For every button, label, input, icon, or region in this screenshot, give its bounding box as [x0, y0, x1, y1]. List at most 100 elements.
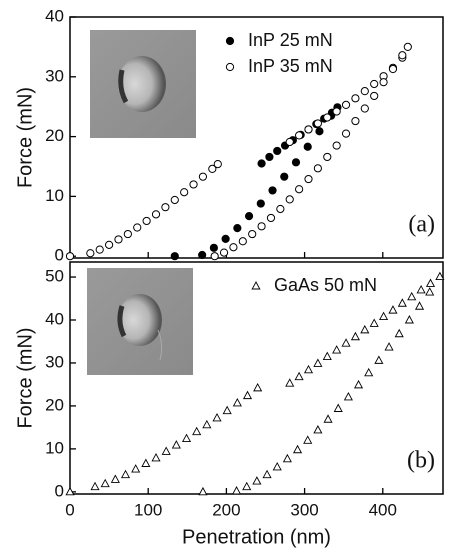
data-point	[397, 298, 407, 307]
data-point	[229, 243, 238, 252]
data-point	[291, 158, 301, 167]
data-point	[212, 413, 222, 422]
data-point	[151, 210, 161, 219]
data-point	[272, 461, 282, 471]
legend-label: InP 25 mN	[248, 30, 333, 50]
data-point	[313, 164, 322, 173]
data-point	[141, 458, 151, 467]
y-tick-label: 0	[55, 481, 64, 500]
data-point	[252, 476, 262, 485]
data-point	[280, 172, 289, 181]
data-point	[282, 453, 292, 463]
data-point	[232, 486, 242, 495]
data-point	[104, 240, 114, 249]
data-point	[202, 419, 212, 429]
data-point	[313, 425, 323, 434]
data-point	[351, 94, 360, 103]
data-point	[242, 390, 253, 400]
data-point	[114, 235, 123, 244]
data-point	[360, 324, 370, 334]
data-point	[303, 435, 313, 444]
data-point	[313, 119, 322, 128]
data-point	[322, 351, 332, 360]
data-point	[189, 180, 198, 189]
data-point	[323, 152, 332, 162]
data-point	[222, 405, 232, 415]
data-point	[343, 391, 353, 401]
data-point	[384, 342, 394, 351]
data-point	[110, 474, 120, 483]
y-tick-label: 30	[45, 352, 64, 371]
y-tick-label: 10	[45, 186, 64, 205]
data-point	[256, 199, 265, 208]
data-point	[323, 414, 333, 423]
data-point	[304, 125, 313, 134]
y-tick-label: 0	[55, 246, 64, 265]
data-point	[370, 91, 379, 101]
data-point	[341, 100, 351, 110]
y-tick-label: 40	[45, 6, 64, 25]
data-point	[248, 229, 257, 239]
y-tick-label: 50	[45, 267, 64, 286]
inset-image-b	[87, 268, 193, 375]
data-point	[192, 426, 202, 436]
data-point	[131, 464, 141, 473]
data-point	[170, 195, 179, 205]
data-point	[209, 243, 218, 252]
data-point	[435, 271, 445, 281]
panel-label: (b)	[407, 448, 435, 474]
data-point	[332, 141, 341, 150]
plot-frame	[69, 16, 444, 259]
data-point	[221, 234, 230, 243]
data-point	[268, 186, 277, 195]
data-point	[257, 159, 266, 168]
data-point	[369, 318, 379, 327]
data-point	[292, 444, 303, 454]
data-point	[233, 223, 242, 233]
data-point	[304, 174, 313, 184]
data-point	[394, 328, 404, 338]
data-point	[181, 433, 192, 443]
data-point	[303, 364, 314, 374]
data-point	[171, 440, 181, 449]
data-point	[262, 469, 272, 479]
data-point	[379, 78, 388, 87]
x-tick-label: 0	[65, 500, 74, 519]
data-point	[425, 278, 436, 287]
data-point	[208, 164, 217, 173]
data-point	[120, 469, 131, 479]
data-point	[295, 131, 304, 140]
legend-label: InP 35 mN	[248, 56, 333, 76]
data-point	[416, 284, 426, 294]
data-point	[265, 152, 274, 162]
data-point	[398, 51, 407, 60]
data-point	[323, 113, 332, 122]
data-point	[266, 213, 276, 223]
data-point	[407, 291, 417, 301]
data-point	[253, 382, 263, 392]
data-point	[151, 452, 161, 462]
data-point	[360, 87, 369, 96]
data-point	[198, 250, 207, 260]
y-tick-label: 20	[45, 126, 64, 145]
data-point	[364, 367, 374, 377]
data-point	[303, 142, 312, 151]
inset-image-a	[90, 30, 196, 138]
data-point	[285, 137, 294, 147]
data-point	[244, 212, 254, 221]
x-tick-label: 400	[369, 500, 397, 519]
data-point	[210, 252, 219, 261]
data-point	[86, 249, 95, 258]
data-point	[370, 79, 379, 89]
x-tick-label: 200	[212, 500, 240, 519]
data-point	[341, 129, 351, 138]
data-point	[273, 146, 282, 156]
data-point	[313, 358, 323, 367]
data-point	[414, 301, 425, 310]
data-point	[350, 331, 360, 341]
data-point	[161, 203, 170, 212]
data-point	[238, 237, 247, 246]
panel-label: (a)	[408, 212, 435, 238]
data-point	[332, 107, 341, 116]
